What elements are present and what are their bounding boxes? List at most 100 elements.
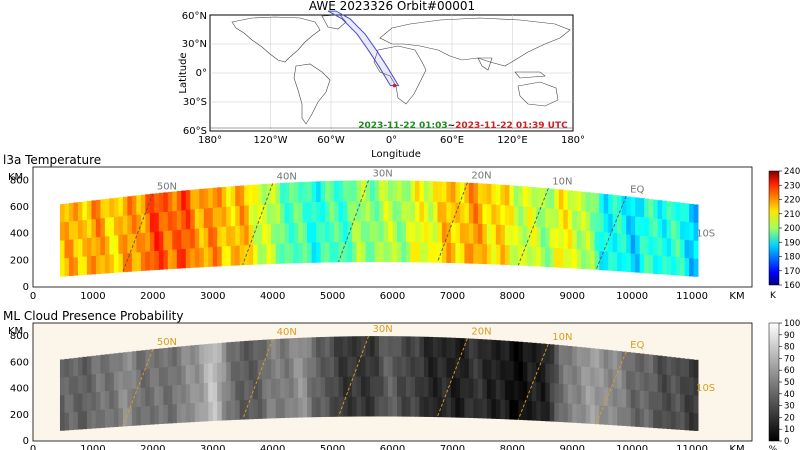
curtain-cell (513, 380, 519, 401)
curtain-cell (280, 243, 286, 264)
curtain-cell (266, 223, 272, 245)
curtain-cell (262, 243, 268, 265)
curtain-cell (302, 242, 308, 263)
curtain-cell (401, 396, 407, 417)
curtain-cell (662, 410, 668, 429)
curtain-cell (536, 362, 542, 383)
curtain-cell (172, 249, 178, 269)
curtain-cell (136, 406, 142, 426)
curtain-cell (585, 211, 591, 231)
curtain-cell (684, 394, 690, 413)
curtain-cell (545, 401, 551, 422)
south-america-outline (293, 63, 331, 125)
curtain-cell (500, 184, 506, 206)
curtain-cell (567, 229, 573, 249)
curtain-cell (176, 365, 182, 385)
curtain-cell (653, 236, 659, 256)
curtain-cell (82, 219, 88, 239)
latitude-label: 30N (373, 324, 393, 335)
curtain-cell (203, 382, 209, 403)
curtain-cell (91, 218, 97, 238)
curtain-cell (86, 392, 92, 411)
curtain-cell (86, 237, 92, 257)
curtain-cell (657, 255, 663, 275)
curtain-cell (307, 181, 313, 203)
curtain-cell (455, 202, 461, 223)
curtain-cell (163, 192, 169, 212)
curtain-cell (554, 208, 560, 229)
colorbar-tick-label: 220 (784, 196, 800, 206)
y-tick-label: 400 (10, 229, 29, 240)
curtain-cell (154, 405, 160, 425)
curtain-cell (468, 243, 474, 264)
curtain-cell (459, 242, 465, 264)
curtain-cell (167, 404, 173, 424)
curtain-cell (455, 222, 461, 244)
curtain-cell (257, 184, 263, 205)
curtain-cell (621, 196, 627, 216)
curtain-cell (680, 239, 685, 258)
curtain-cell (540, 187, 546, 208)
curtain-cell (82, 392, 88, 412)
curtain-cell (428, 241, 434, 263)
curtain-cell (567, 248, 573, 269)
curtain-cell (293, 397, 299, 418)
curtain-cell (495, 224, 501, 245)
curtain-cell (689, 377, 694, 396)
curtain-cell (549, 401, 555, 422)
curtain-cell (522, 225, 528, 247)
curtain-cell (352, 376, 357, 397)
curtain-cell (266, 359, 272, 380)
curtain-cell (95, 355, 101, 374)
curtain-cell (630, 197, 636, 217)
curtain-cell (648, 217, 654, 237)
curtain-cell (320, 181, 326, 202)
curtain-cell (491, 359, 497, 380)
curtain-cell (617, 195, 623, 215)
curtain-cell (325, 181, 330, 202)
curtain-cell (608, 232, 614, 252)
curtain-cell (554, 189, 560, 210)
curtain-cell (491, 204, 497, 225)
curtain-cell (149, 386, 155, 406)
curtain-cell (599, 405, 605, 425)
curtain-cell (194, 189, 200, 210)
curtain-cell (91, 391, 97, 411)
curtain-cell (275, 338, 281, 360)
curtain-cell (522, 400, 528, 421)
curtain-cell (68, 394, 74, 413)
curtain-cell (163, 230, 169, 251)
curtain-cell (257, 339, 263, 361)
curtain-cell (181, 346, 187, 366)
curtain-cell (612, 350, 618, 370)
curtain-cell (419, 376, 425, 397)
curtain-cell (388, 221, 393, 242)
curtain-cell (329, 396, 335, 417)
curtain-cell (325, 241, 330, 263)
curtain-cell (239, 245, 245, 266)
curtain-cell (194, 247, 200, 268)
cloud-colorbar (768, 322, 780, 442)
curtain-cell (437, 376, 443, 398)
curtain-cell (167, 191, 173, 212)
curtain-cell (248, 399, 254, 420)
curtain-cell (549, 227, 555, 248)
y-tick-label: 400 (10, 384, 29, 395)
curtain-cell (275, 223, 281, 244)
curtain-cell (289, 358, 295, 379)
cloud-panel: ML Cloud Presence Probability KM 0200400… (3, 309, 800, 450)
curtain-cell (122, 196, 128, 216)
curtain-cell (612, 251, 618, 272)
curtain-cell (208, 382, 214, 402)
curtain-cell (176, 403, 182, 423)
curtain-cell (311, 221, 317, 243)
curtain-cell (392, 221, 398, 242)
map-ylabel: Latitude (178, 52, 189, 93)
curtain-cell (527, 186, 533, 207)
curtain-cell (59, 412, 65, 431)
temp-colorbar (768, 170, 780, 286)
curtain-cell (437, 221, 443, 243)
curtain-cell (428, 336, 434, 358)
curtain-cell (504, 204, 510, 226)
curtain-cell (100, 254, 106, 274)
